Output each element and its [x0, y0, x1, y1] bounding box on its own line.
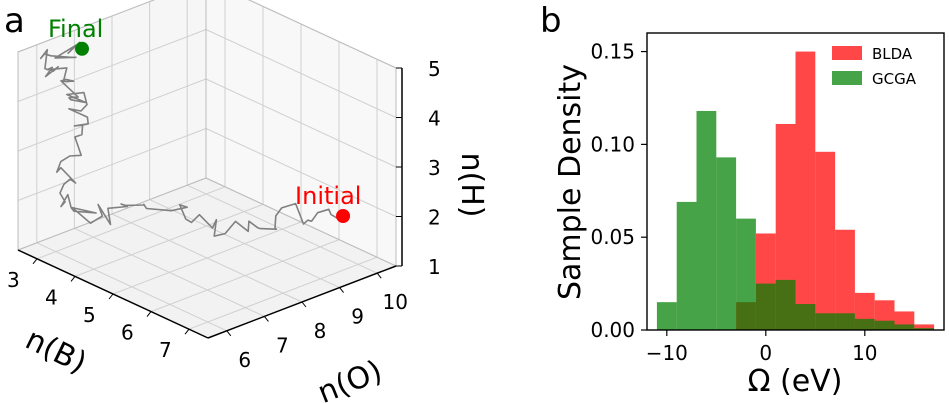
z-tick-label: 2: [428, 206, 441, 230]
gcga-bar: [716, 157, 737, 330]
z-tick-label: 3: [428, 156, 441, 180]
gcga-bar: [696, 110, 717, 331]
gcga-bar: [835, 313, 855, 330]
x-tick-label: 6: [121, 321, 134, 345]
x-axis-label: n(B): [20, 322, 92, 381]
blda-bar: [835, 229, 855, 330]
legend-label: GCGA: [872, 70, 917, 88]
legend-swatch: [832, 46, 862, 60]
wall-grid-line: [205, 78, 397, 168]
blda-bar: [914, 324, 935, 330]
y-tick-label: 8: [314, 319, 327, 343]
wall-grid-line: [17, 29, 207, 102]
blda-bar: [775, 123, 796, 330]
3d-axes-grid: [17, 0, 403, 339]
legend-swatch: [832, 71, 862, 85]
z-tick-label: 4: [428, 107, 441, 131]
y-tick-label: 9: [351, 305, 364, 329]
floor-grid-line: [149, 199, 340, 289]
y-tick-label: 0.00: [590, 318, 635, 342]
final-annotation: Final: [48, 15, 103, 43]
gcga-bar: [914, 328, 935, 330]
blda-bar: [815, 151, 836, 330]
y-axis-label: n(O): [313, 354, 387, 403]
histogram-bars: [656, 51, 935, 331]
x-tick-label: 5: [83, 303, 96, 327]
x-tick: [70, 276, 76, 282]
x-tick-label: 7: [159, 338, 172, 362]
legend: BLDA GCGA: [832, 45, 917, 88]
x-tick: [32, 258, 38, 265]
gcga-bar: [736, 218, 756, 330]
x-tick: [146, 311, 152, 317]
initial-annotation: Initial: [295, 182, 361, 210]
gcga-bar: [795, 304, 816, 330]
panel-b-histogram: −10 0 10 0.00 0.05 0.10 0.15 Ω (eV) Sample Densi…: [540, 1, 945, 399]
blda-bar: [795, 51, 816, 330]
plot-frame: [646, 32, 945, 331]
trajectory-line: [39, 41, 345, 237]
x-tick: [184, 328, 190, 335]
y-tick: [339, 287, 344, 293]
floor-grid-line: [111, 213, 303, 303]
wall-grid-line: [17, 78, 207, 152]
panel-label-b: b: [540, 1, 562, 41]
y-tick-label: 0.15: [590, 40, 635, 64]
gcga-bar: [775, 279, 796, 330]
pane-edge: [17, 0, 207, 251]
trajectory-path: [39, 41, 345, 237]
z-axis-label: n(H): [454, 153, 489, 218]
gcga-bar: [676, 201, 697, 330]
x-tick-label: 4: [45, 285, 58, 309]
panel-label-a: a: [4, 1, 25, 41]
x-tick-label: −10: [646, 341, 688, 365]
trajectory-markers: [75, 41, 351, 224]
y-tick-label: 10: [382, 290, 407, 314]
wall-grid-line: [205, 128, 397, 217]
gcga-bar: [854, 318, 875, 330]
gcga-bar: [815, 313, 836, 330]
y-tick: [376, 272, 382, 279]
z-tick-label: 1: [428, 255, 441, 279]
gcga-bar: [894, 324, 915, 330]
final-marker: [75, 41, 89, 56]
wall-grid-line: [205, 29, 397, 118]
x-tick-label: 10: [852, 341, 877, 365]
y-tick: [301, 301, 307, 308]
y-tick: [226, 330, 232, 337]
gcga-bar: [874, 320, 895, 330]
histogram-axes: −10 0 10 0.00 0.05 0.10 0.15 Ω (eV) Sample Densi…: [540, 1, 945, 399]
gcga-bar: [656, 302, 677, 330]
y-tick-label: 6: [238, 348, 251, 372]
x-tick: [108, 293, 114, 300]
x-axis-label: Ω (eV): [748, 364, 843, 399]
floor-grid-line: [186, 184, 378, 274]
gcga-bar: [755, 283, 776, 330]
floor-grid-line: [74, 227, 265, 317]
y-tick-label: 0.10: [590, 132, 635, 156]
y-tick-label: 0.05: [590, 225, 635, 249]
legend-label: BLDA: [872, 45, 913, 63]
y-axis-label: Sample Density: [553, 64, 588, 300]
x-tick-label: 3: [7, 268, 20, 292]
x-tick-label: 0: [759, 341, 772, 365]
wall-grid-line: [17, 128, 207, 201]
y-tick-label: 7: [276, 333, 289, 357]
z-tick-label: 5: [428, 57, 441, 81]
floor-grid-line: [36, 242, 228, 332]
initial-marker: [336, 209, 351, 224]
y-tick: [264, 316, 269, 322]
